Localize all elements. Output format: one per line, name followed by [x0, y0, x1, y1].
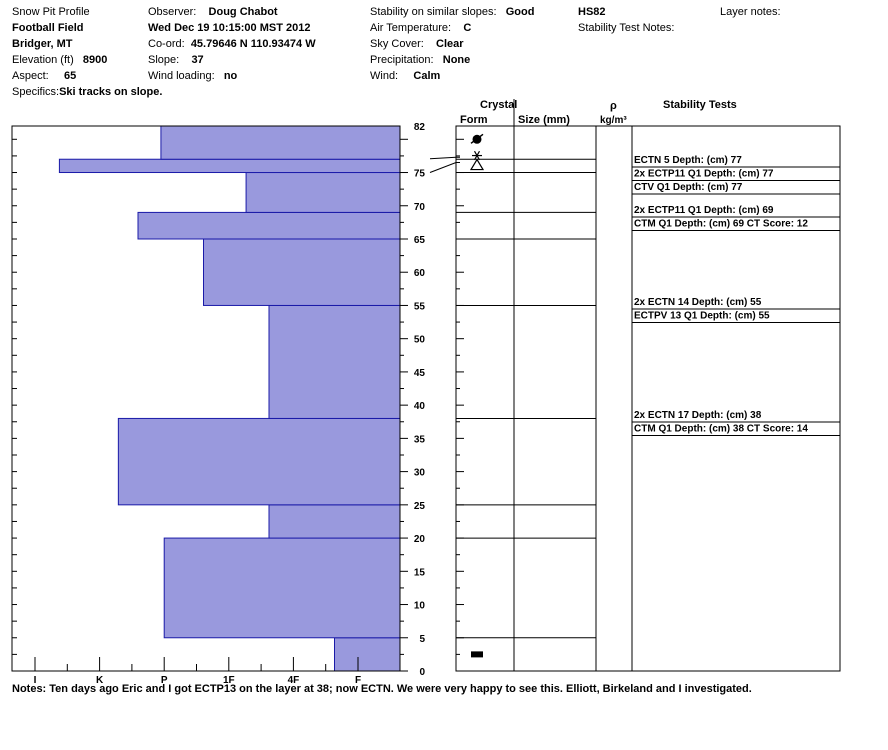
height-tick-label: 15: [414, 567, 426, 578]
hardness-tick-label: K: [96, 675, 104, 686]
hardness-tick-label: P: [161, 675, 168, 686]
stability-tests: 2x ECTN 17 Depth: (cm) 38 CTM Q1 Depth: (…: [632, 155, 840, 436]
height-tick-label: 65: [414, 235, 426, 246]
location: Football Field: [12, 22, 84, 34]
height-tick-label: 5: [419, 634, 425, 645]
stability-test-label: ECTPV 13 Q1 Depth: (cm) 55: [634, 311, 770, 322]
height-axis: 0 5 10 15 20 25 30 35 40 45 50 55 60 65 70 75 82: [400, 122, 425, 678]
height-tick-label: 35: [414, 434, 426, 445]
hardness-tick-label: F: [355, 675, 361, 686]
hardness-bar: [163, 537, 401, 639]
crystal-symbols: [469, 133, 485, 658]
layer-notes: Layer notes:: [720, 6, 781, 18]
height-tick-label: 45: [414, 368, 426, 379]
wind-loading: Wind loading: no: [148, 70, 238, 82]
elevation: Elevation (ft) 8900: [12, 54, 108, 66]
melt-crust-symbol: [471, 651, 483, 658]
density-unit: kg/m³: [600, 115, 627, 126]
hardness-tick-label: 1F: [223, 675, 235, 686]
stability-test-notes: Stability Test Notes:: [578, 22, 675, 34]
hardness-bar: [334, 637, 401, 672]
layer-table-frame: [455, 125, 841, 672]
height-tick-label: 40: [414, 401, 426, 412]
hardness-bar: [268, 304, 401, 419]
height-tick-label: 70: [414, 202, 426, 213]
hardness-tick-label: 4F: [288, 675, 300, 686]
hardness-tick-label: I: [34, 675, 37, 686]
coord: Co-ord: 45.79646 N 110.93474 W: [148, 38, 316, 50]
density-symbol: ρ: [610, 100, 617, 112]
stability-test-label: CTM Q1 Depth: (cm) 69 CT Score: 12: [634, 219, 808, 230]
height-tick-label: 50: [414, 335, 426, 346]
height-tick-label: 20: [414, 534, 426, 545]
stability-test-label: CTV Q1 Depth: (cm) 77: [634, 182, 743, 193]
region: Bridger, MT: [12, 38, 73, 50]
form-column-ticks: [456, 138, 464, 672]
stability-test-label: 2x ECTP11 Q1 Depth: (cm) 69: [634, 205, 774, 216]
hardness-axis: I K P 1F 4F F: [34, 657, 361, 686]
layer-boundary-lines: [456, 125, 596, 639]
notes: Notes: Ten days ago Eric and I got ECTP1…: [12, 683, 752, 695]
hardness-bar: [203, 238, 401, 306]
layer-connectors: [429, 156, 460, 173]
surface-hoar-stroke: [470, 133, 484, 144]
height-tick-label: 0: [419, 667, 425, 678]
stability-test-label: CTM Q1 Depth: (cm) 38 CT Score: 14: [634, 424, 808, 435]
height-tick-label: 10: [414, 601, 426, 612]
aspect: Aspect: 65: [12, 70, 77, 82]
datetime: Wed Dec 19 10:15:00 MST 2012: [148, 22, 311, 34]
wind: Wind: Calm: [370, 70, 441, 82]
height-tick-label: 82: [414, 122, 426, 133]
stability-test-label: ECTN 5 Depth: (cm) 77: [634, 155, 742, 166]
height-tick-label: 25: [414, 501, 426, 512]
connector-line: [429, 156, 460, 160]
hardness-bars: [58, 125, 401, 672]
slope: Slope: 37: [148, 54, 204, 66]
crystal-header: Crystal: [480, 99, 517, 111]
hardness-bar: [160, 125, 401, 160]
height-tick-label: 55: [414, 301, 426, 312]
size-header: Size (mm): [518, 114, 570, 126]
hardness-bar: [137, 211, 401, 240]
sky-cover: Sky Cover: Clear: [370, 38, 464, 50]
snow-height: HS82: [578, 6, 606, 18]
depth-hoar-star-arm: [473, 150, 481, 161]
hardness-bar: [58, 158, 401, 174]
stability-test-label: 2x ECTP11 Q1 Depth: (cm) 77: [634, 169, 774, 180]
hardness-bar: [117, 417, 401, 506]
stability-test-label: 2x ECTN 17 Depth: (cm) 38: [634, 410, 762, 421]
specifics: Specifics:Ski tracks on slope.: [12, 86, 163, 98]
stability-tests-header: Stability Tests: [663, 99, 737, 111]
hardness-bar: [268, 504, 401, 539]
stability-test-label: 2x ECTN 14 Depth: (cm) 55: [634, 297, 762, 308]
hardness-bar: [245, 172, 401, 213]
height-tick-label: 60: [414, 268, 426, 279]
depth-hoar-symbol: [469, 150, 485, 171]
precipitation: Precipitation: None: [370, 54, 471, 66]
height-tick-label: 75: [414, 169, 426, 180]
depth-hoar-triangle: [469, 158, 485, 171]
connector-line: [429, 162, 460, 173]
left-height-ticks: [12, 138, 17, 672]
profile-title: Snow Pit Profile: [12, 6, 90, 18]
form-header: Form: [460, 114, 488, 126]
observer: Observer: Doug Chabot: [148, 6, 278, 18]
stability: Stability on similar slopes: Good: [370, 6, 535, 18]
air-temperature: Air Temperature: C: [370, 22, 472, 34]
height-tick-label: 30: [414, 468, 426, 479]
